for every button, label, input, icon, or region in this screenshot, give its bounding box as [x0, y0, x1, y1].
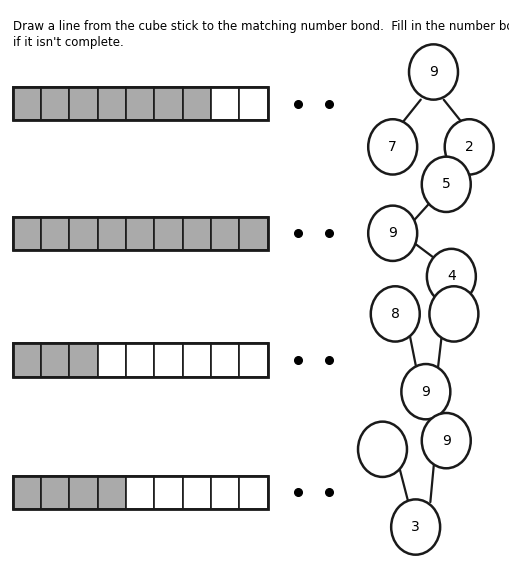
Bar	[239, 217, 267, 250]
Bar	[13, 343, 41, 377]
Text: 9: 9	[387, 226, 397, 240]
Text: 9: 9	[441, 434, 450, 448]
Text: 9: 9	[420, 385, 430, 399]
Circle shape	[390, 499, 439, 555]
Circle shape	[370, 286, 419, 342]
Text: 9: 9	[428, 65, 437, 79]
Bar	[98, 343, 126, 377]
Circle shape	[429, 286, 477, 342]
Bar	[41, 343, 69, 377]
Circle shape	[357, 422, 406, 477]
Text: 8: 8	[390, 307, 399, 321]
Circle shape	[401, 364, 449, 419]
Bar	[41, 217, 69, 250]
Bar	[126, 217, 154, 250]
Bar	[13, 343, 267, 377]
Bar	[98, 217, 126, 250]
Bar	[239, 87, 267, 120]
Bar	[154, 476, 182, 509]
Bar	[69, 343, 98, 377]
Text: 4: 4	[446, 270, 455, 283]
Bar	[41, 87, 69, 120]
Bar	[211, 217, 239, 250]
Bar	[211, 343, 239, 377]
Circle shape	[426, 249, 475, 304]
Circle shape	[367, 119, 416, 175]
Bar	[13, 217, 267, 250]
Text: if it isn't complete.: if it isn't complete.	[13, 36, 123, 49]
Bar	[211, 87, 239, 120]
Bar	[211, 476, 239, 509]
Text: 7: 7	[387, 140, 397, 154]
Bar	[126, 87, 154, 120]
Bar	[13, 217, 41, 250]
Circle shape	[408, 44, 457, 100]
Bar	[182, 343, 211, 377]
Bar	[182, 217, 211, 250]
Bar	[126, 343, 154, 377]
Bar	[98, 476, 126, 509]
Bar	[69, 217, 98, 250]
Circle shape	[444, 119, 493, 175]
Bar	[98, 87, 126, 120]
Text: 3: 3	[410, 520, 419, 534]
Bar	[13, 476, 267, 509]
Bar	[154, 217, 182, 250]
Text: 2: 2	[464, 140, 473, 154]
Bar	[154, 87, 182, 120]
Bar	[182, 87, 211, 120]
Bar	[41, 476, 69, 509]
Bar	[239, 343, 267, 377]
Circle shape	[421, 413, 470, 468]
Bar	[69, 476, 98, 509]
Bar	[182, 476, 211, 509]
Circle shape	[367, 206, 416, 261]
Bar	[13, 87, 41, 120]
Text: 5: 5	[441, 177, 450, 191]
Circle shape	[421, 157, 470, 212]
Bar	[69, 87, 98, 120]
Text: Draw a line from the cube stick to the matching number bond.  Fill in the number: Draw a line from the cube stick to the m…	[13, 20, 509, 33]
Bar	[126, 476, 154, 509]
Bar	[154, 343, 182, 377]
Bar	[13, 87, 267, 120]
Bar	[13, 476, 41, 509]
Bar	[239, 476, 267, 509]
